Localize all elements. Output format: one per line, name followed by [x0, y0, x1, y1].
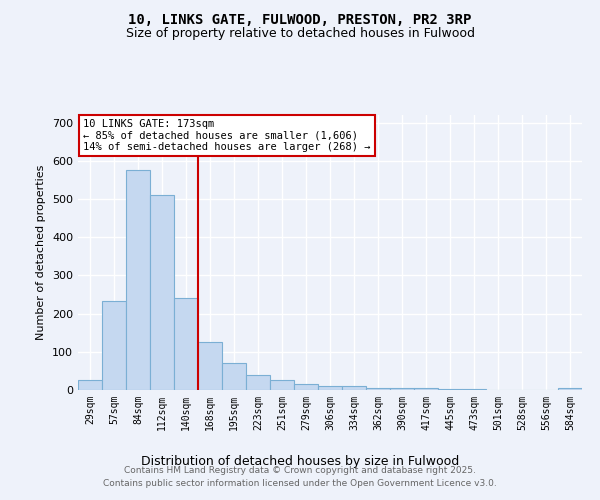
Bar [414, 388, 438, 390]
Bar [342, 386, 366, 390]
Bar [174, 298, 198, 390]
Text: Distribution of detached houses by size in Fulwood: Distribution of detached houses by size … [141, 454, 459, 468]
Bar [294, 384, 318, 390]
Y-axis label: Number of detached properties: Number of detached properties [37, 165, 46, 340]
Bar [366, 388, 390, 390]
Bar [150, 195, 174, 390]
Bar [102, 301, 126, 390]
Bar [438, 389, 462, 390]
Text: Size of property relative to detached houses in Fulwood: Size of property relative to detached ho… [125, 28, 475, 40]
Bar [558, 388, 582, 390]
Bar [390, 388, 414, 390]
Bar [246, 374, 270, 390]
Bar [78, 380, 102, 390]
Text: 10 LINKS GATE: 173sqm
← 85% of detached houses are smaller (1,606)
14% of semi-d: 10 LINKS GATE: 173sqm ← 85% of detached … [83, 119, 371, 152]
Bar [198, 342, 222, 390]
Text: 10, LINKS GATE, FULWOOD, PRESTON, PR2 3RP: 10, LINKS GATE, FULWOOD, PRESTON, PR2 3R… [128, 12, 472, 26]
Bar [222, 364, 246, 390]
Text: Contains HM Land Registry data © Crown copyright and database right 2025.
Contai: Contains HM Land Registry data © Crown c… [103, 466, 497, 487]
Bar [270, 380, 294, 390]
Bar [126, 170, 150, 390]
Bar [462, 389, 486, 390]
Bar [318, 386, 342, 390]
